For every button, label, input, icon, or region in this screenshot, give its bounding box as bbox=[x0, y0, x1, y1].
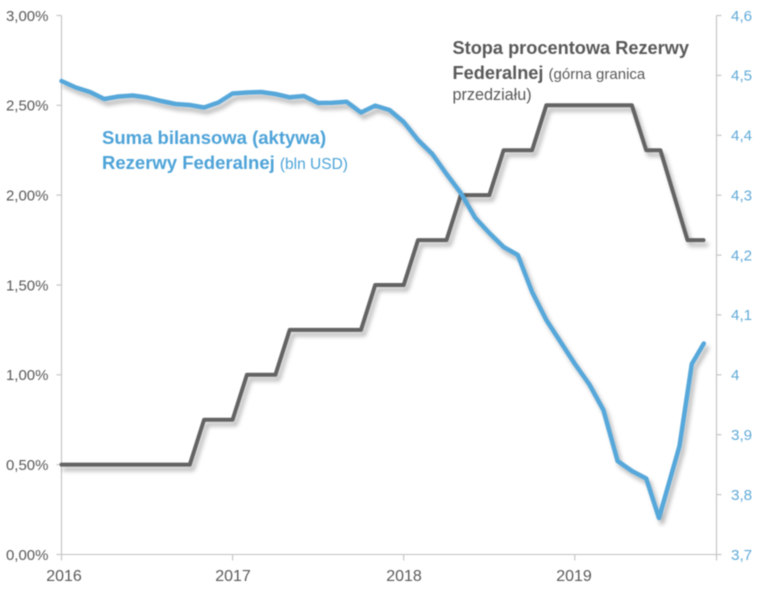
svg-text:3,00%: 3,00% bbox=[6, 8, 49, 25]
svg-text:0,00%: 0,00% bbox=[6, 547, 49, 564]
svg-text:4: 4 bbox=[731, 367, 739, 384]
svg-text:1,00%: 1,00% bbox=[6, 367, 49, 384]
svg-text:Suma bilansowa (aktywa): Suma bilansowa (aktywa) bbox=[102, 127, 326, 148]
svg-text:4,4: 4,4 bbox=[731, 128, 752, 145]
svg-text:4,6: 4,6 bbox=[731, 8, 752, 25]
svg-text:2019: 2019 bbox=[556, 568, 592, 585]
svg-text:4,2: 4,2 bbox=[731, 247, 752, 264]
svg-text:4,1: 4,1 bbox=[731, 307, 752, 324]
svg-text:2018: 2018 bbox=[386, 568, 422, 585]
svg-text:Federalnej (górna granica: Federalnej (górna granica bbox=[453, 63, 646, 83]
svg-text:0,50%: 0,50% bbox=[6, 457, 49, 474]
svg-text:3,8: 3,8 bbox=[731, 487, 752, 504]
svg-text:2016: 2016 bbox=[46, 568, 82, 585]
svg-text:1,50%: 1,50% bbox=[6, 277, 49, 294]
svg-text:4,5: 4,5 bbox=[731, 68, 752, 85]
svg-text:2,00%: 2,00% bbox=[6, 187, 49, 204]
svg-text:przedziału): przedziału) bbox=[453, 86, 532, 104]
svg-text:Stopa procentowa Rezerwy: Stopa procentowa Rezerwy bbox=[453, 38, 690, 58]
svg-text:4,3: 4,3 bbox=[731, 188, 752, 205]
svg-text:2017: 2017 bbox=[215, 568, 251, 585]
svg-text:Rezerwy Federalnej (bln USD): Rezerwy Federalnej (bln USD) bbox=[102, 152, 348, 173]
svg-text:3,9: 3,9 bbox=[731, 427, 752, 444]
svg-text:3,7: 3,7 bbox=[731, 547, 752, 564]
svg-text:2,50%: 2,50% bbox=[6, 98, 49, 115]
